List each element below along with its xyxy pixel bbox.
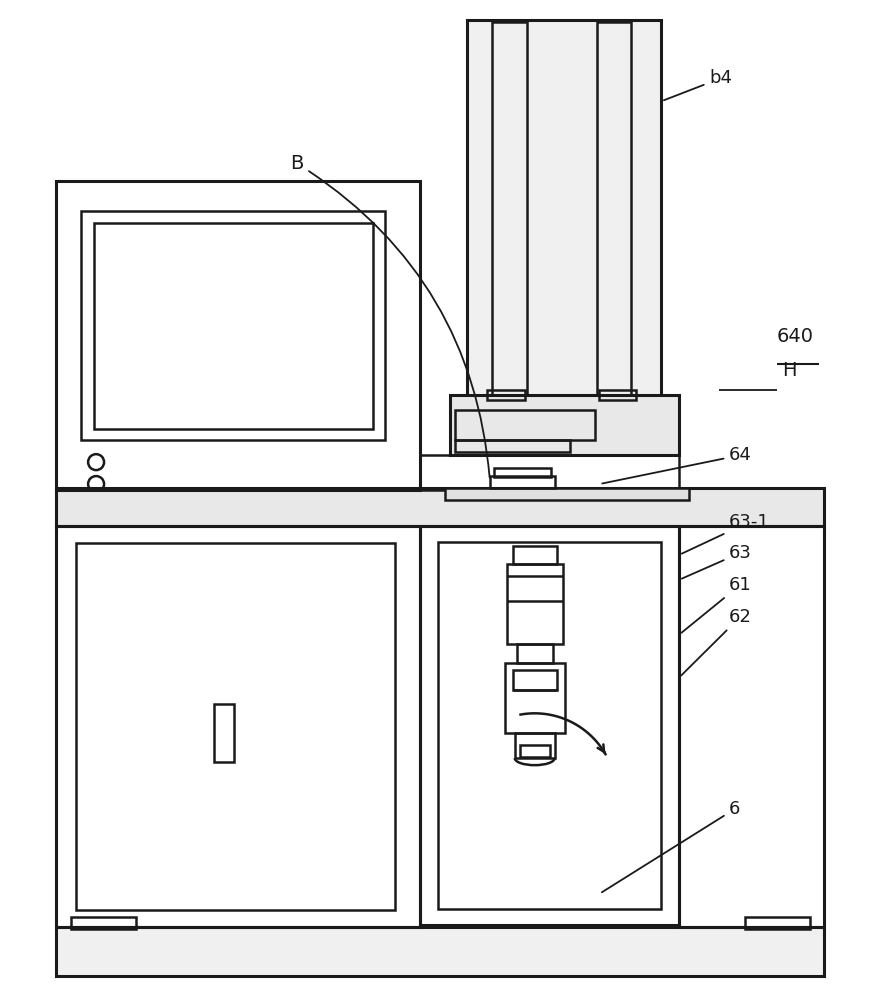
Bar [745, 917, 810, 929]
Text: 640: 640 [777, 327, 814, 346]
Bar [214, 704, 233, 762]
Bar [56, 526, 420, 927]
Bar [56, 927, 824, 976]
Bar [679, 526, 824, 927]
Text: H: H [782, 361, 796, 380]
Bar [494, 468, 551, 477]
Bar [450, 395, 679, 455]
Text: 64: 64 [603, 446, 752, 483]
Bar [507, 564, 563, 644]
Bar [517, 644, 552, 663]
Text: 63-1: 63-1 [682, 513, 770, 554]
Bar [487, 390, 525, 400]
Bar [490, 476, 555, 488]
Text: B: B [291, 154, 490, 477]
Bar [513, 546, 557, 564]
Bar [455, 410, 595, 440]
Text: 61: 61 [681, 576, 751, 633]
Bar [515, 733, 555, 758]
Bar [438, 542, 662, 909]
Bar [94, 223, 374, 429]
Bar [420, 526, 679, 925]
Bar [420, 455, 679, 490]
Bar [445, 488, 689, 500]
Text: b4: b4 [664, 69, 732, 100]
Bar [505, 663, 565, 733]
Bar [455, 440, 570, 452]
Text: 62: 62 [681, 608, 752, 675]
Bar [71, 917, 136, 929]
Bar [513, 670, 557, 690]
Bar [467, 20, 662, 398]
Bar [520, 745, 550, 757]
Bar [81, 211, 385, 440]
Bar [56, 181, 420, 490]
Bar [492, 22, 527, 396]
Bar [56, 488, 824, 526]
Bar [598, 390, 636, 400]
Bar [76, 543, 396, 910]
Text: 63: 63 [682, 544, 752, 579]
Text: 6: 6 [602, 800, 740, 892]
Bar [596, 22, 632, 396]
